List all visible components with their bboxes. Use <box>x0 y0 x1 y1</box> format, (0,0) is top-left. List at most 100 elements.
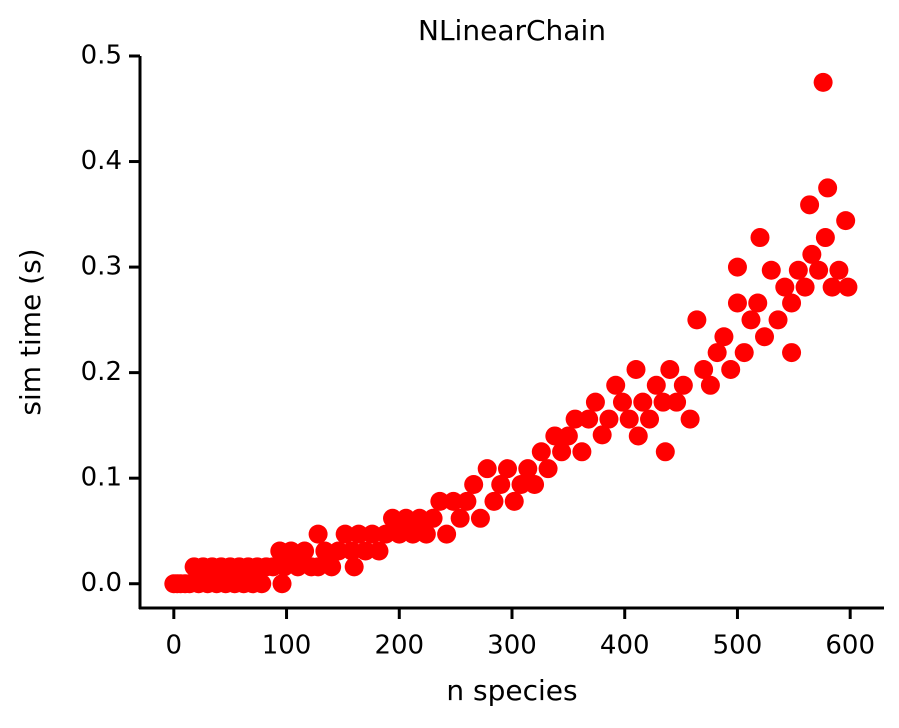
scatter-point <box>687 310 707 330</box>
scatter-point <box>383 508 403 528</box>
scatter-point <box>396 508 416 528</box>
scatter-point <box>795 277 815 297</box>
y-tick-label: 0.2 <box>81 357 122 387</box>
x-axis-label: n species <box>446 674 577 707</box>
y-tick-label: 0.5 <box>81 41 122 71</box>
scatter-point <box>457 491 477 511</box>
scatter-point <box>836 211 856 231</box>
scatter-point <box>700 375 720 395</box>
scatter-point <box>342 541 362 561</box>
scatter-point <box>579 409 599 429</box>
x-tick-label: 100 <box>262 631 312 661</box>
scatter-point <box>802 244 822 264</box>
scatter-point <box>410 508 430 528</box>
scatter-point <box>655 442 675 462</box>
scatter-point <box>748 293 768 313</box>
scatter-point <box>585 392 605 412</box>
scatter-point <box>497 459 517 479</box>
scatter-point <box>646 375 666 395</box>
scatter-point <box>612 392 632 412</box>
scatter-point <box>761 260 781 280</box>
scatter-point <box>430 491 450 511</box>
scatter-point <box>606 375 626 395</box>
scatter-point <box>815 228 835 248</box>
scatter-point <box>423 508 443 528</box>
scatter-point <box>491 475 511 495</box>
scatter-point <box>308 524 328 544</box>
y-axis-label: sim time (s) <box>14 248 47 415</box>
scatter-point <box>633 392 653 412</box>
scatter-point <box>295 541 315 561</box>
scatter-point <box>504 491 524 511</box>
scatter-point <box>727 257 747 277</box>
scatter-point <box>782 293 802 313</box>
scatter-point <box>721 359 741 379</box>
chart-title: NLinearChain <box>418 14 606 47</box>
scatter-point <box>477 459 497 479</box>
scatter-point <box>470 508 490 528</box>
scatter-point <box>558 426 578 446</box>
scatter-point <box>829 260 849 280</box>
scatter-point <box>660 359 680 379</box>
scatter-point <box>640 409 660 429</box>
scatter-point <box>525 475 545 495</box>
scatter-point <box>464 475 484 495</box>
scatter-point <box>599 409 619 429</box>
scatter-point <box>531 442 551 462</box>
scatter-point <box>335 524 355 544</box>
scatter-point <box>538 459 558 479</box>
scatter-point <box>389 524 409 544</box>
scatter-point <box>274 557 294 577</box>
scatter-point <box>788 260 808 280</box>
y-tick-label: 0.0 <box>81 568 122 598</box>
scatter-point <box>355 541 375 561</box>
scatter-point <box>800 195 820 215</box>
scatter-point <box>344 557 364 577</box>
scatter-point <box>362 524 382 544</box>
scatter-point <box>376 524 396 544</box>
scatter-point <box>750 228 770 248</box>
scatter-point <box>511 475 531 495</box>
x-tick-label: 400 <box>600 631 650 661</box>
scatter-point <box>288 557 308 577</box>
scatter-point <box>628 426 648 446</box>
x-tick-label: 500 <box>713 631 763 661</box>
scatter-point <box>818 178 838 198</box>
scatter-point <box>518 459 538 479</box>
scatter-point <box>322 557 342 577</box>
scatter-point <box>592 425 612 445</box>
scatter-point <box>822 277 842 297</box>
scatter-point <box>838 277 858 297</box>
scatter-point <box>813 72 833 92</box>
y-tick-label: 0.1 <box>81 463 122 493</box>
scatter-point <box>272 574 292 594</box>
scatter-point <box>328 541 348 561</box>
scatter-point <box>727 293 747 313</box>
scatter-point <box>443 491 463 511</box>
scatter-point <box>680 409 700 429</box>
scatter-point <box>281 541 301 561</box>
x-tick-label: 300 <box>487 631 537 661</box>
scatter-point <box>694 359 714 379</box>
scatter-point <box>667 392 687 412</box>
y-tick-label: 0.3 <box>81 252 122 282</box>
scatter-point <box>308 557 328 577</box>
scatter-point <box>552 442 572 462</box>
scatter-point <box>450 508 470 528</box>
scatter-point <box>545 426 565 446</box>
scatter-point <box>315 541 335 561</box>
scatter-point <box>349 524 369 544</box>
scatter-point <box>714 327 734 347</box>
scatter-point <box>252 574 272 594</box>
x-tick-label: 600 <box>825 631 875 661</box>
scatter-point <box>403 524 423 544</box>
scatter-point <box>626 359 646 379</box>
x-tick-label: 0 <box>166 631 183 661</box>
y-tick-label: 0.4 <box>81 146 122 176</box>
scatter-point <box>369 541 389 561</box>
scatter-point <box>565 409 585 429</box>
scatter-point <box>416 524 436 544</box>
x-tick-label: 200 <box>374 631 424 661</box>
scatter-point <box>484 491 504 511</box>
